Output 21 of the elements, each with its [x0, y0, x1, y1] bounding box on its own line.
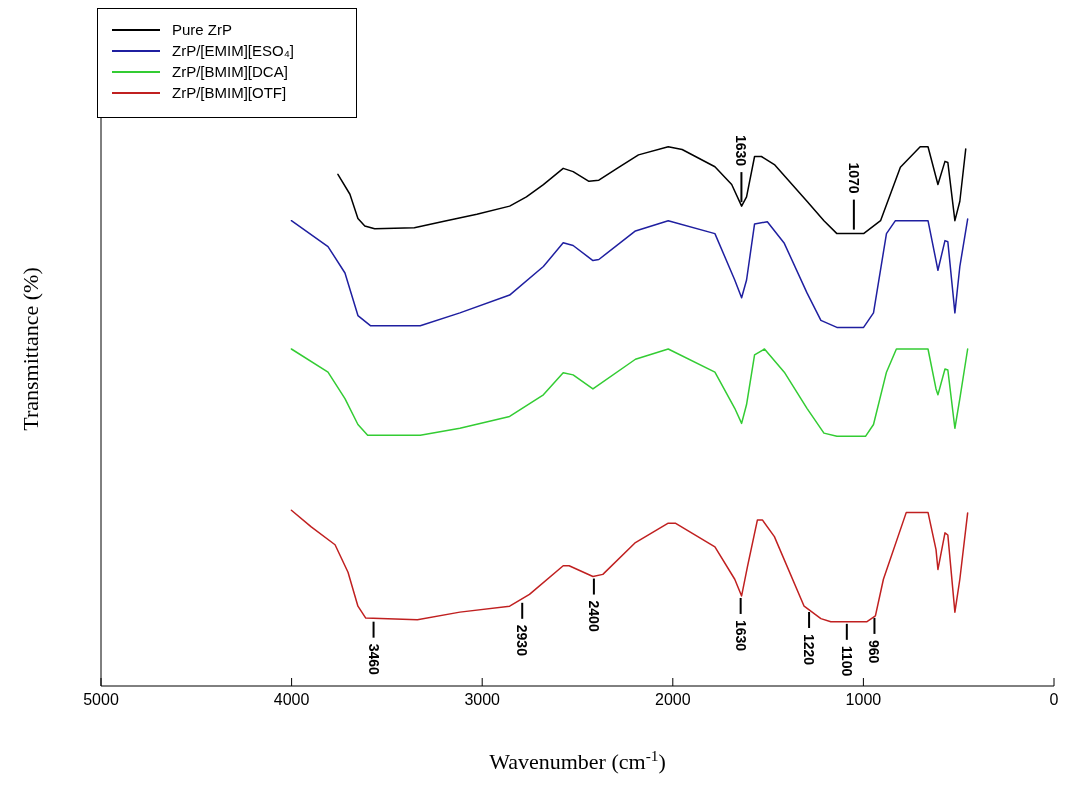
annotation: 1220	[801, 633, 818, 666]
legend-label: ZrP/[BMIM][OTF]	[172, 83, 287, 103]
legend-label: ZrP/[EMIM][ESO₄]	[172, 41, 294, 61]
annotation: 1630	[732, 619, 749, 652]
x-axis-title: Wavenumber (cm$^{-1}$)	[489, 746, 666, 774]
annotation: 3460	[365, 643, 382, 676]
x-tick-label: 3000	[464, 691, 501, 709]
x-tick-label: 4000	[273, 691, 310, 709]
annotation: 1070	[845, 162, 862, 194]
x-tick-label: 5000	[83, 691, 119, 709]
y-axis-title: Transmittance (%)	[18, 267, 43, 431]
annotation: 1100	[838, 645, 855, 677]
x-tick-label: 0	[1049, 691, 1059, 709]
annotation: 2400	[585, 600, 602, 632]
legend-label: ZrP/[BMIM][DCA]	[172, 62, 288, 82]
annotation: 2930	[514, 624, 531, 657]
annotation: 1630	[733, 134, 750, 167]
legend-label: Pure ZrP	[172, 20, 233, 40]
x-tick-label: 1000	[845, 691, 882, 709]
x-tick-label: 2000	[655, 691, 691, 709]
annotation: 960	[866, 639, 883, 664]
